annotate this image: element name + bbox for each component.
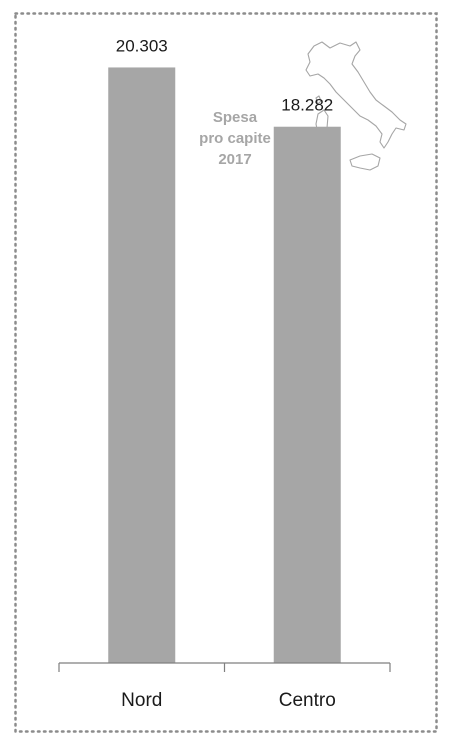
chart-title: Spesa pro capite 2017 (175, 107, 295, 170)
x-tick-label-nord: Nord (121, 690, 162, 711)
bar-nord (108, 67, 176, 664)
bar-centro (273, 126, 341, 663)
title-line-2: pro capite (199, 130, 271, 147)
data-label-nord: 20.303 (116, 36, 168, 55)
title-line-3: 2017 (218, 151, 252, 168)
x-tick-label-centro: Centro (279, 690, 336, 711)
title-line-1: Spesa (212, 109, 258, 126)
data-label-centro: 18.282 (281, 96, 333, 115)
